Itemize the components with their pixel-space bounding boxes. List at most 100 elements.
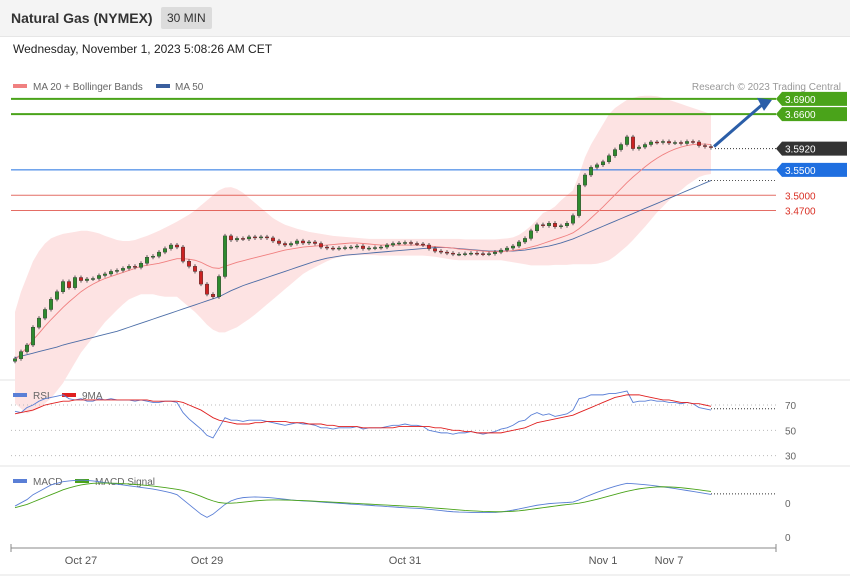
candle-body: [114, 270, 119, 272]
candle-body: [493, 251, 498, 254]
candle-body: [289, 243, 294, 246]
level-label: 3.6900: [785, 95, 816, 106]
candle-body: [463, 253, 468, 255]
candle-body: [619, 144, 624, 150]
candle-body: [475, 252, 480, 255]
candle-body: [337, 247, 342, 250]
candle-body: [703, 145, 708, 147]
interval-button[interactable]: 30 MIN: [161, 7, 212, 29]
candle-body: [379, 246, 384, 249]
candle-body: [595, 164, 600, 168]
candle-body: [84, 278, 89, 281]
candle-body: [102, 273, 107, 276]
candle-body: [234, 238, 239, 241]
candle-body: [655, 141, 660, 144]
ma50-line: [14, 180, 712, 359]
legend-swatch-macd: [13, 479, 27, 483]
candle-body: [108, 271, 113, 275]
candle-body: [637, 146, 642, 149]
credit-text: Research © 2023 Trading Central: [692, 82, 841, 93]
level-label: 3.4700: [785, 207, 816, 218]
candle-body: [156, 251, 161, 257]
legend-rsi-label: RSI: [33, 391, 50, 402]
legend-macd-signal-label: MACD Signal: [95, 477, 155, 488]
candle-body: [78, 277, 83, 281]
candle-body: [397, 242, 402, 245]
forecast-arrow: [713, 103, 763, 148]
candle-body: [307, 241, 312, 244]
candle-body: [12, 358, 17, 362]
candle-body: [349, 246, 354, 249]
candle-body: [96, 275, 101, 279]
candle-body: [571, 215, 576, 224]
legend-macd-label: MACD: [33, 477, 62, 488]
candle-body: [481, 253, 486, 255]
candle-body: [613, 149, 618, 156]
rsi-tick-label: 30: [785, 452, 797, 463]
candle-body: [691, 141, 696, 143]
candle-body: [168, 244, 173, 249]
candle-body: [61, 281, 66, 292]
x-tick-label: Nov 7: [655, 555, 684, 567]
x-tick-label: Oct 31: [389, 555, 421, 567]
legend-ma50-label: MA 50: [175, 82, 204, 93]
chart-header: Natural Gas (NYMEX) 30 MIN: [0, 0, 850, 37]
candle-body: [222, 235, 227, 277]
candle-body: [403, 242, 408, 244]
candle-body: [343, 247, 348, 249]
candle-body: [367, 247, 372, 250]
candle-body: [72, 277, 77, 288]
legend-swatch-ma50: [156, 84, 170, 88]
candle-body: [313, 241, 318, 244]
candle-body: [271, 237, 276, 242]
candle-body: [631, 136, 636, 149]
macd-line: [14, 479, 712, 518]
candle-body: [216, 276, 221, 297]
candle-body: [120, 268, 125, 271]
rsi-line: [14, 390, 712, 439]
rsi-tick-label: 50: [785, 426, 797, 437]
candle-body: [66, 281, 71, 288]
candle-body: [529, 230, 534, 239]
candle-body: [132, 266, 137, 268]
candle-body: [162, 248, 167, 253]
candle-body: [433, 248, 438, 252]
chart-datetime: Wednesday, November 1, 2023 5:08:26 AM C…: [13, 42, 273, 56]
ma20-line: [14, 143, 712, 361]
candle-body: [511, 245, 516, 249]
candle-body: [391, 243, 396, 246]
candle-body: [427, 244, 432, 249]
candle-body: [228, 235, 233, 241]
macd-tick-label: 0: [785, 499, 791, 510]
candle-body: [559, 225, 564, 227]
legend-swatch-rsi-ma: [62, 393, 76, 397]
candle-body: [31, 327, 36, 346]
candle-body: [409, 242, 414, 244]
candle-body: [138, 263, 143, 268]
candle-body: [445, 251, 450, 254]
candle-body: [361, 245, 366, 249]
candle-body: [325, 246, 330, 249]
candle-body: [697, 141, 702, 146]
candle-body: [198, 271, 203, 285]
candle-body: [319, 243, 324, 248]
candle-body: [174, 244, 179, 248]
level-tag: [776, 141, 847, 156]
candle-body: [535, 224, 540, 232]
candle-body: [37, 317, 42, 328]
rsi-tick-label: 70: [785, 401, 797, 412]
candle-body: [295, 240, 300, 244]
candle-body: [487, 253, 492, 255]
candle-body: [523, 238, 528, 243]
candle-body: [240, 238, 245, 240]
macd-tick-label: 0: [785, 533, 791, 544]
candle-body: [301, 240, 306, 244]
candle-body: [210, 294, 215, 297]
candle-body: [469, 252, 474, 255]
candle-body: [55, 291, 60, 300]
level-tag: [776, 91, 847, 106]
candle-body: [25, 344, 30, 352]
legend-rsi-ma-label: 9MA: [82, 391, 103, 402]
candle-body: [43, 309, 48, 319]
candle-body: [259, 236, 264, 239]
